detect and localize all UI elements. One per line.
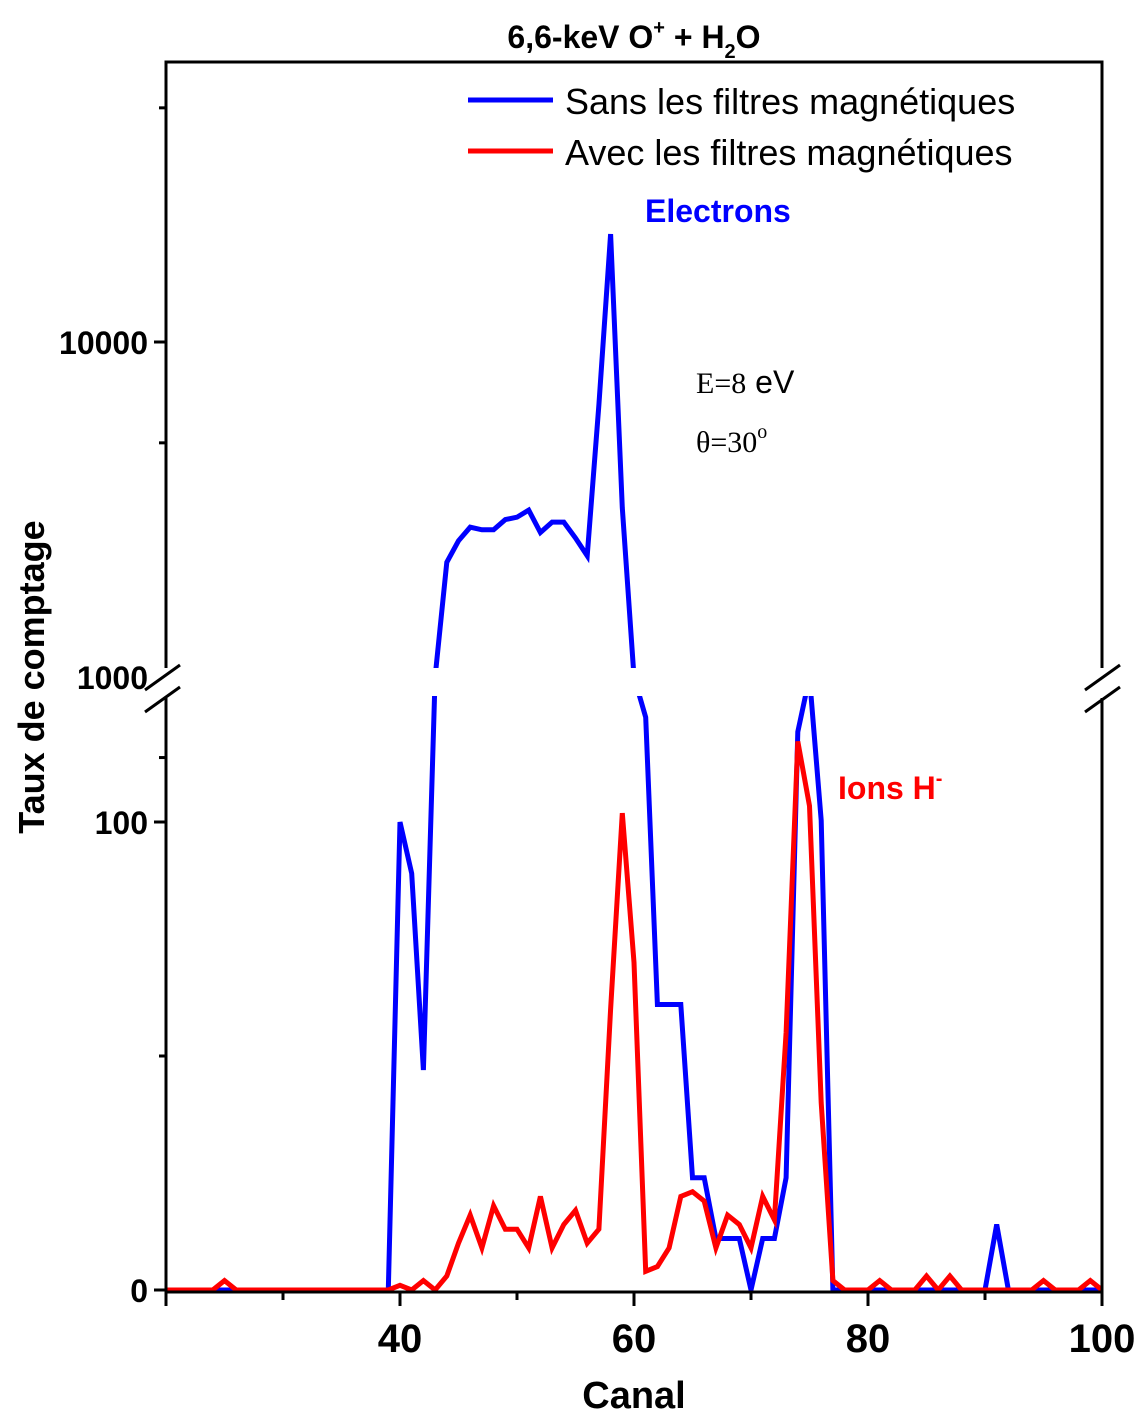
annotation-energy: E=8 eV xyxy=(696,364,795,400)
annotation-angle: θ=30o xyxy=(696,421,767,459)
y-axis-label: Taux de comptage xyxy=(11,520,52,833)
legend-label-avec: Avec les filtres magnétiques xyxy=(565,132,1013,173)
break-gap xyxy=(169,668,1099,696)
plot-lines xyxy=(166,233,1102,1292)
legend-label-sans: Sans les filtres magnétiques xyxy=(565,81,1015,122)
annotation-electrons: Electrons xyxy=(645,193,791,229)
annotation-ions: Ions H- xyxy=(838,768,942,806)
legend: Sans les filtres magnétiques Avec les fi… xyxy=(468,81,1015,173)
series-line-0 xyxy=(166,233,1102,1292)
x-axis-label: Canal xyxy=(582,1375,685,1417)
y-tick-label: 0 xyxy=(130,1273,148,1309)
axis-break-right xyxy=(1084,663,1121,714)
y-tick-label: 100 xyxy=(95,805,148,841)
x-tick-label: 100 xyxy=(1069,1317,1136,1361)
y-tick-label: 1000 xyxy=(77,660,148,696)
x-tick-label: 40 xyxy=(378,1317,423,1361)
axis-break-left xyxy=(144,663,185,714)
x-tick-label: 60 xyxy=(612,1317,657,1361)
series-line-1 xyxy=(166,740,1102,1292)
x-tick-label: 80 xyxy=(846,1317,891,1361)
chart-title: 6,6-keV O+ + H2O xyxy=(507,17,760,63)
axis-ticks xyxy=(154,106,1104,1306)
y-tick-label: 10000 xyxy=(59,325,148,361)
